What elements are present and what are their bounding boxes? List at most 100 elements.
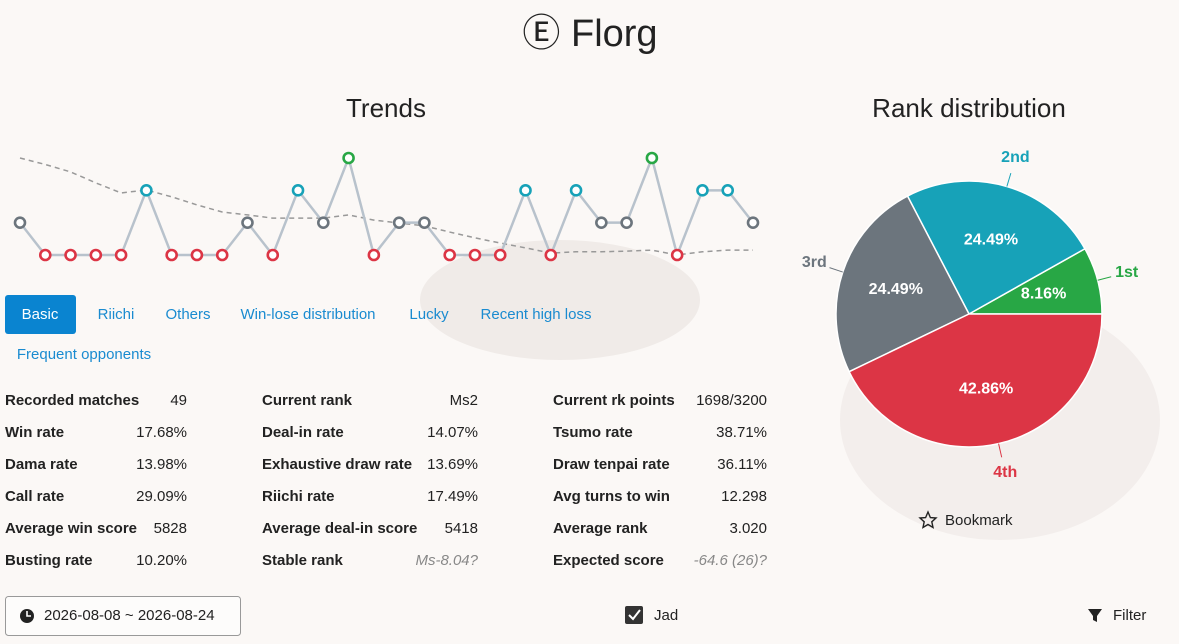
rank-point (89, 248, 103, 262)
rank-point (620, 216, 633, 229)
rank-point (746, 216, 760, 229)
stat-label: Stable rank (262, 552, 344, 569)
stat-value: 1698/3200 (696, 392, 767, 409)
stat-label: Busting rate (5, 552, 93, 569)
stat-value: 29.09% (136, 488, 187, 505)
rank-point (317, 216, 330, 229)
label-connector (998, 443, 1003, 458)
rank-point (190, 248, 204, 262)
active-tab[interactable] (5, 295, 76, 334)
stat-label: Average deal-in score (262, 520, 417, 537)
category-label: 2nd (1001, 149, 1029, 166)
rank-point (367, 248, 381, 262)
rank-point (645, 151, 659, 165)
category-label: 3rd (802, 254, 827, 271)
rank-point (342, 151, 355, 165)
rank-point (670, 248, 684, 262)
stat-value: 36.11% (717, 456, 767, 473)
rank-point (215, 248, 229, 262)
stat-value: 17.68% (136, 424, 187, 441)
stat-label: Riichi rate (262, 488, 335, 505)
date-range: 2026-08-08 ~ 2026-08-24 (44, 607, 215, 624)
stat-label: Dama rate (5, 456, 78, 473)
stat-label: Deal-in rate (262, 424, 344, 441)
stat-value: -64.6 (26)? (694, 552, 768, 569)
stat-value: 3.020 (729, 520, 767, 537)
filter-button[interactable]: Filter (1113, 607, 1146, 624)
stat-value: 13.98% (136, 456, 187, 473)
stat-value: Ms-8.04? (415, 552, 478, 569)
page-title: Ⓔ Florg (522, 13, 657, 55)
chart-title: Trends (346, 93, 426, 123)
rank-point (443, 248, 456, 262)
star-icon (918, 510, 938, 529)
rank-point (140, 184, 153, 197)
rank-point (519, 184, 532, 197)
clock-icon (26, 611, 31, 617)
tab[interactable]: Riichi (98, 306, 135, 323)
rank-point (64, 248, 77, 262)
check-icon (628, 609, 641, 621)
rank-point (493, 248, 507, 262)
stat-label: Call rate (5, 488, 64, 505)
rank-point (266, 248, 280, 262)
stat-label: Exhaustive draw rate (262, 456, 412, 473)
category-label: 1st (1115, 264, 1139, 281)
tab[interactable]: Basic (22, 306, 59, 323)
stat-value: 14.07% (427, 424, 478, 441)
stat-label: Draw tenpai rate (553, 456, 670, 473)
tab[interactable]: Lucky (409, 306, 449, 323)
label-connector (1006, 172, 1012, 187)
stat-label: Current rk points (553, 392, 675, 409)
rank-point (468, 248, 482, 262)
rank-point (114, 248, 128, 262)
stat-label: Average win score (5, 520, 137, 537)
stat-value: 13.69% (427, 456, 478, 473)
stat-value: 5418 (445, 520, 478, 537)
stat-label: Average rank (553, 520, 648, 537)
bookmark-button[interactable]: Bookmark (945, 512, 1013, 529)
filter-icon (1088, 609, 1102, 622)
tab[interactable]: Frequent opponents (17, 346, 151, 363)
stat-label: Win rate (5, 424, 64, 441)
rank-point (165, 248, 178, 262)
tab[interactable]: Others (165, 306, 210, 323)
slice-label: 24.49% (964, 231, 1018, 248)
background-art (420, 240, 700, 360)
category-label: 4th (993, 464, 1017, 481)
stat-value: 49 (170, 392, 187, 409)
stat-value: 38.71% (716, 424, 767, 441)
rank-point (291, 184, 305, 197)
date-button[interactable] (5, 596, 241, 636)
rank-point (13, 216, 27, 229)
stat-label: Recorded matches (5, 392, 139, 409)
rank-point (241, 216, 254, 229)
checkbox-label[interactable]: Jad (654, 607, 678, 624)
stat-value: 17.49% (427, 488, 478, 505)
rank-point (595, 216, 608, 229)
slice-label: 24.49% (869, 281, 923, 298)
slice-label: 42.86% (959, 380, 1013, 397)
chart-title: Rank distribution (872, 93, 1066, 123)
rank-point (38, 248, 52, 262)
tab[interactable]: Win-lose distribution (240, 306, 375, 323)
stat-label: Avg turns to win (553, 488, 670, 505)
slice-label: 8.16% (1021, 286, 1066, 303)
rank-line (19, 153, 754, 260)
stat-value: Ms2 (450, 392, 478, 409)
rank-point (569, 184, 583, 197)
label-connector (829, 267, 843, 273)
pie-slice (848, 313, 1103, 448)
stat-label: Expected score (553, 552, 664, 569)
rank-point (544, 248, 558, 262)
rank-point (392, 216, 406, 229)
label-connector (1097, 276, 1112, 281)
stat-value: 5828 (154, 520, 187, 537)
tab[interactable]: Recent high loss (481, 306, 592, 323)
rank-point (696, 184, 709, 197)
rank-point (721, 184, 735, 197)
rank-point (418, 216, 431, 229)
checkbox[interactable] (625, 606, 643, 624)
stat-label: Current rank (262, 392, 353, 409)
